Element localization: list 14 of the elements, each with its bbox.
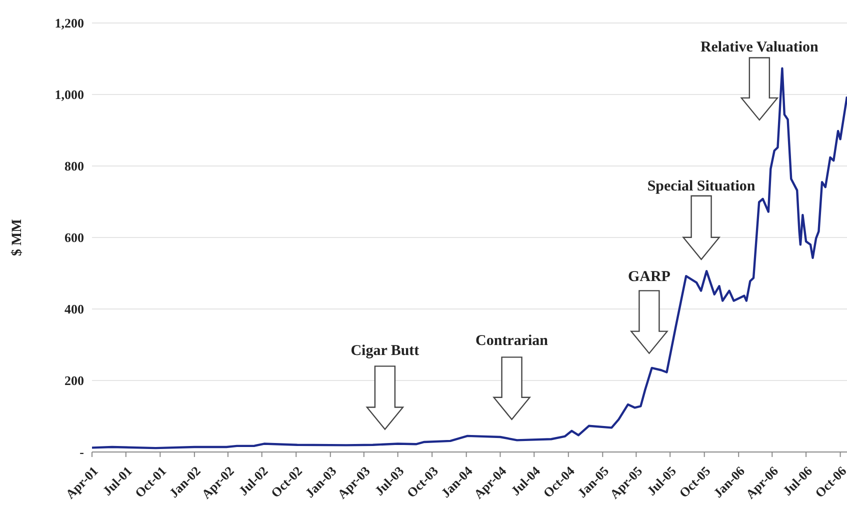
y-tick-label: 400	[64, 302, 84, 317]
annotation: Relative Valuation	[700, 40, 820, 56]
y-tick-label: -	[80, 444, 84, 460]
annotation: Cigar Butt	[350, 343, 420, 360]
y-tick-label: 800	[64, 158, 84, 174]
annotation: GARP	[628, 268, 670, 285]
y-tick-label: 600	[64, 230, 84, 246]
y-tick-label: 1,200	[54, 16, 84, 31]
y-axis-title: $ MM	[10, 219, 25, 256]
annotation: Contrarian	[476, 333, 549, 350]
line-series	[92, 67, 847, 450]
y-tick-label: 200	[64, 373, 84, 388]
y-tick-label: 1,000	[54, 87, 84, 102]
annotation: Special Situation	[647, 178, 756, 194]
